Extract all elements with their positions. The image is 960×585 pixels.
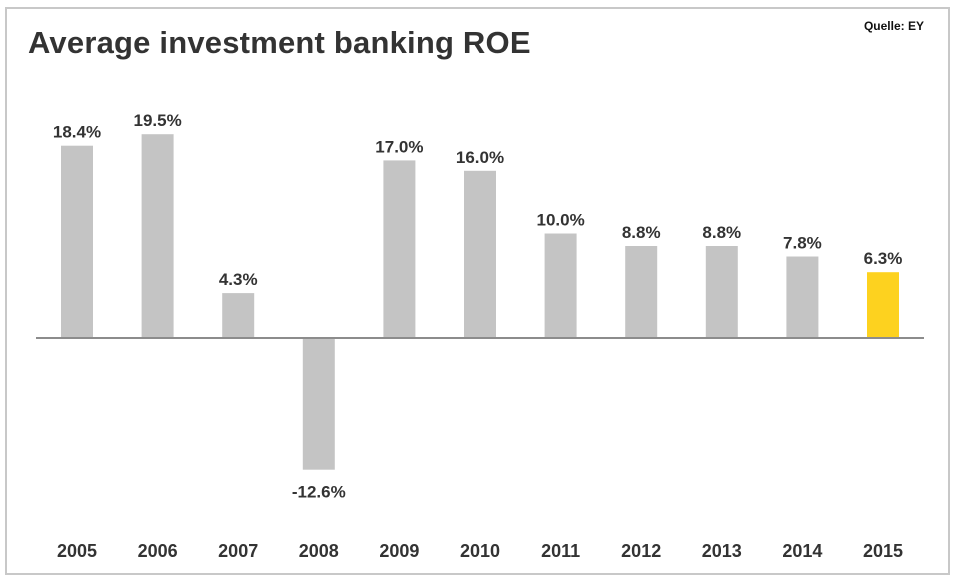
bar-2009 [383,160,416,338]
category-label-2015: 2015 [863,541,903,561]
value-label-2014: 7.8% [783,234,822,253]
bar-2011 [544,233,577,338]
category-label-2014: 2014 [782,541,822,561]
value-labels: 18.4% 19.5% 4.3% -12.6% 17.0% 16.0% 10.0% 8.8% 8… [53,111,902,502]
category-label-2005: 2005 [57,541,97,561]
value-label-2006: 19.5% [133,111,181,130]
category-label-2010: 2010 [460,541,500,561]
bar-2014 [786,256,819,338]
category-label-2012: 2012 [621,541,661,561]
value-label-2015: 6.3% [864,249,903,268]
value-label-2007: 4.3% [219,270,258,289]
source-note: Quelle: EY [863,19,924,33]
category-labels: 2005 2006 2007 2008 2009 2010 2011 2012 2013 2014… [57,541,903,561]
bar-2005 [61,145,93,338]
value-label-2010: 16.0% [456,148,504,167]
bar-2008 [302,338,335,470]
value-label-2011: 10.0% [536,211,584,230]
value-label-2013: 8.8% [702,223,741,242]
bar-2006 [141,134,174,338]
category-label-2006: 2006 [138,541,178,561]
bar-2007 [222,293,255,338]
category-label-2013: 2013 [702,541,742,561]
bar-2013 [705,246,738,338]
category-label-2009: 2009 [379,541,419,561]
value-label-2008: -12.6% [292,483,346,502]
bar-2015 [867,272,899,338]
category-label-2008: 2008 [299,541,339,561]
bar-2012 [625,246,658,338]
chart-title: Average investment banking ROE [28,25,531,60]
bar-2010 [464,170,496,338]
value-label-2012: 8.8% [622,223,661,242]
category-label-2011: 2011 [541,541,580,561]
value-label-2005: 18.4% [53,123,101,142]
bars [61,134,899,470]
value-label-2009: 17.0% [375,137,423,156]
category-label-2007: 2007 [218,541,258,561]
